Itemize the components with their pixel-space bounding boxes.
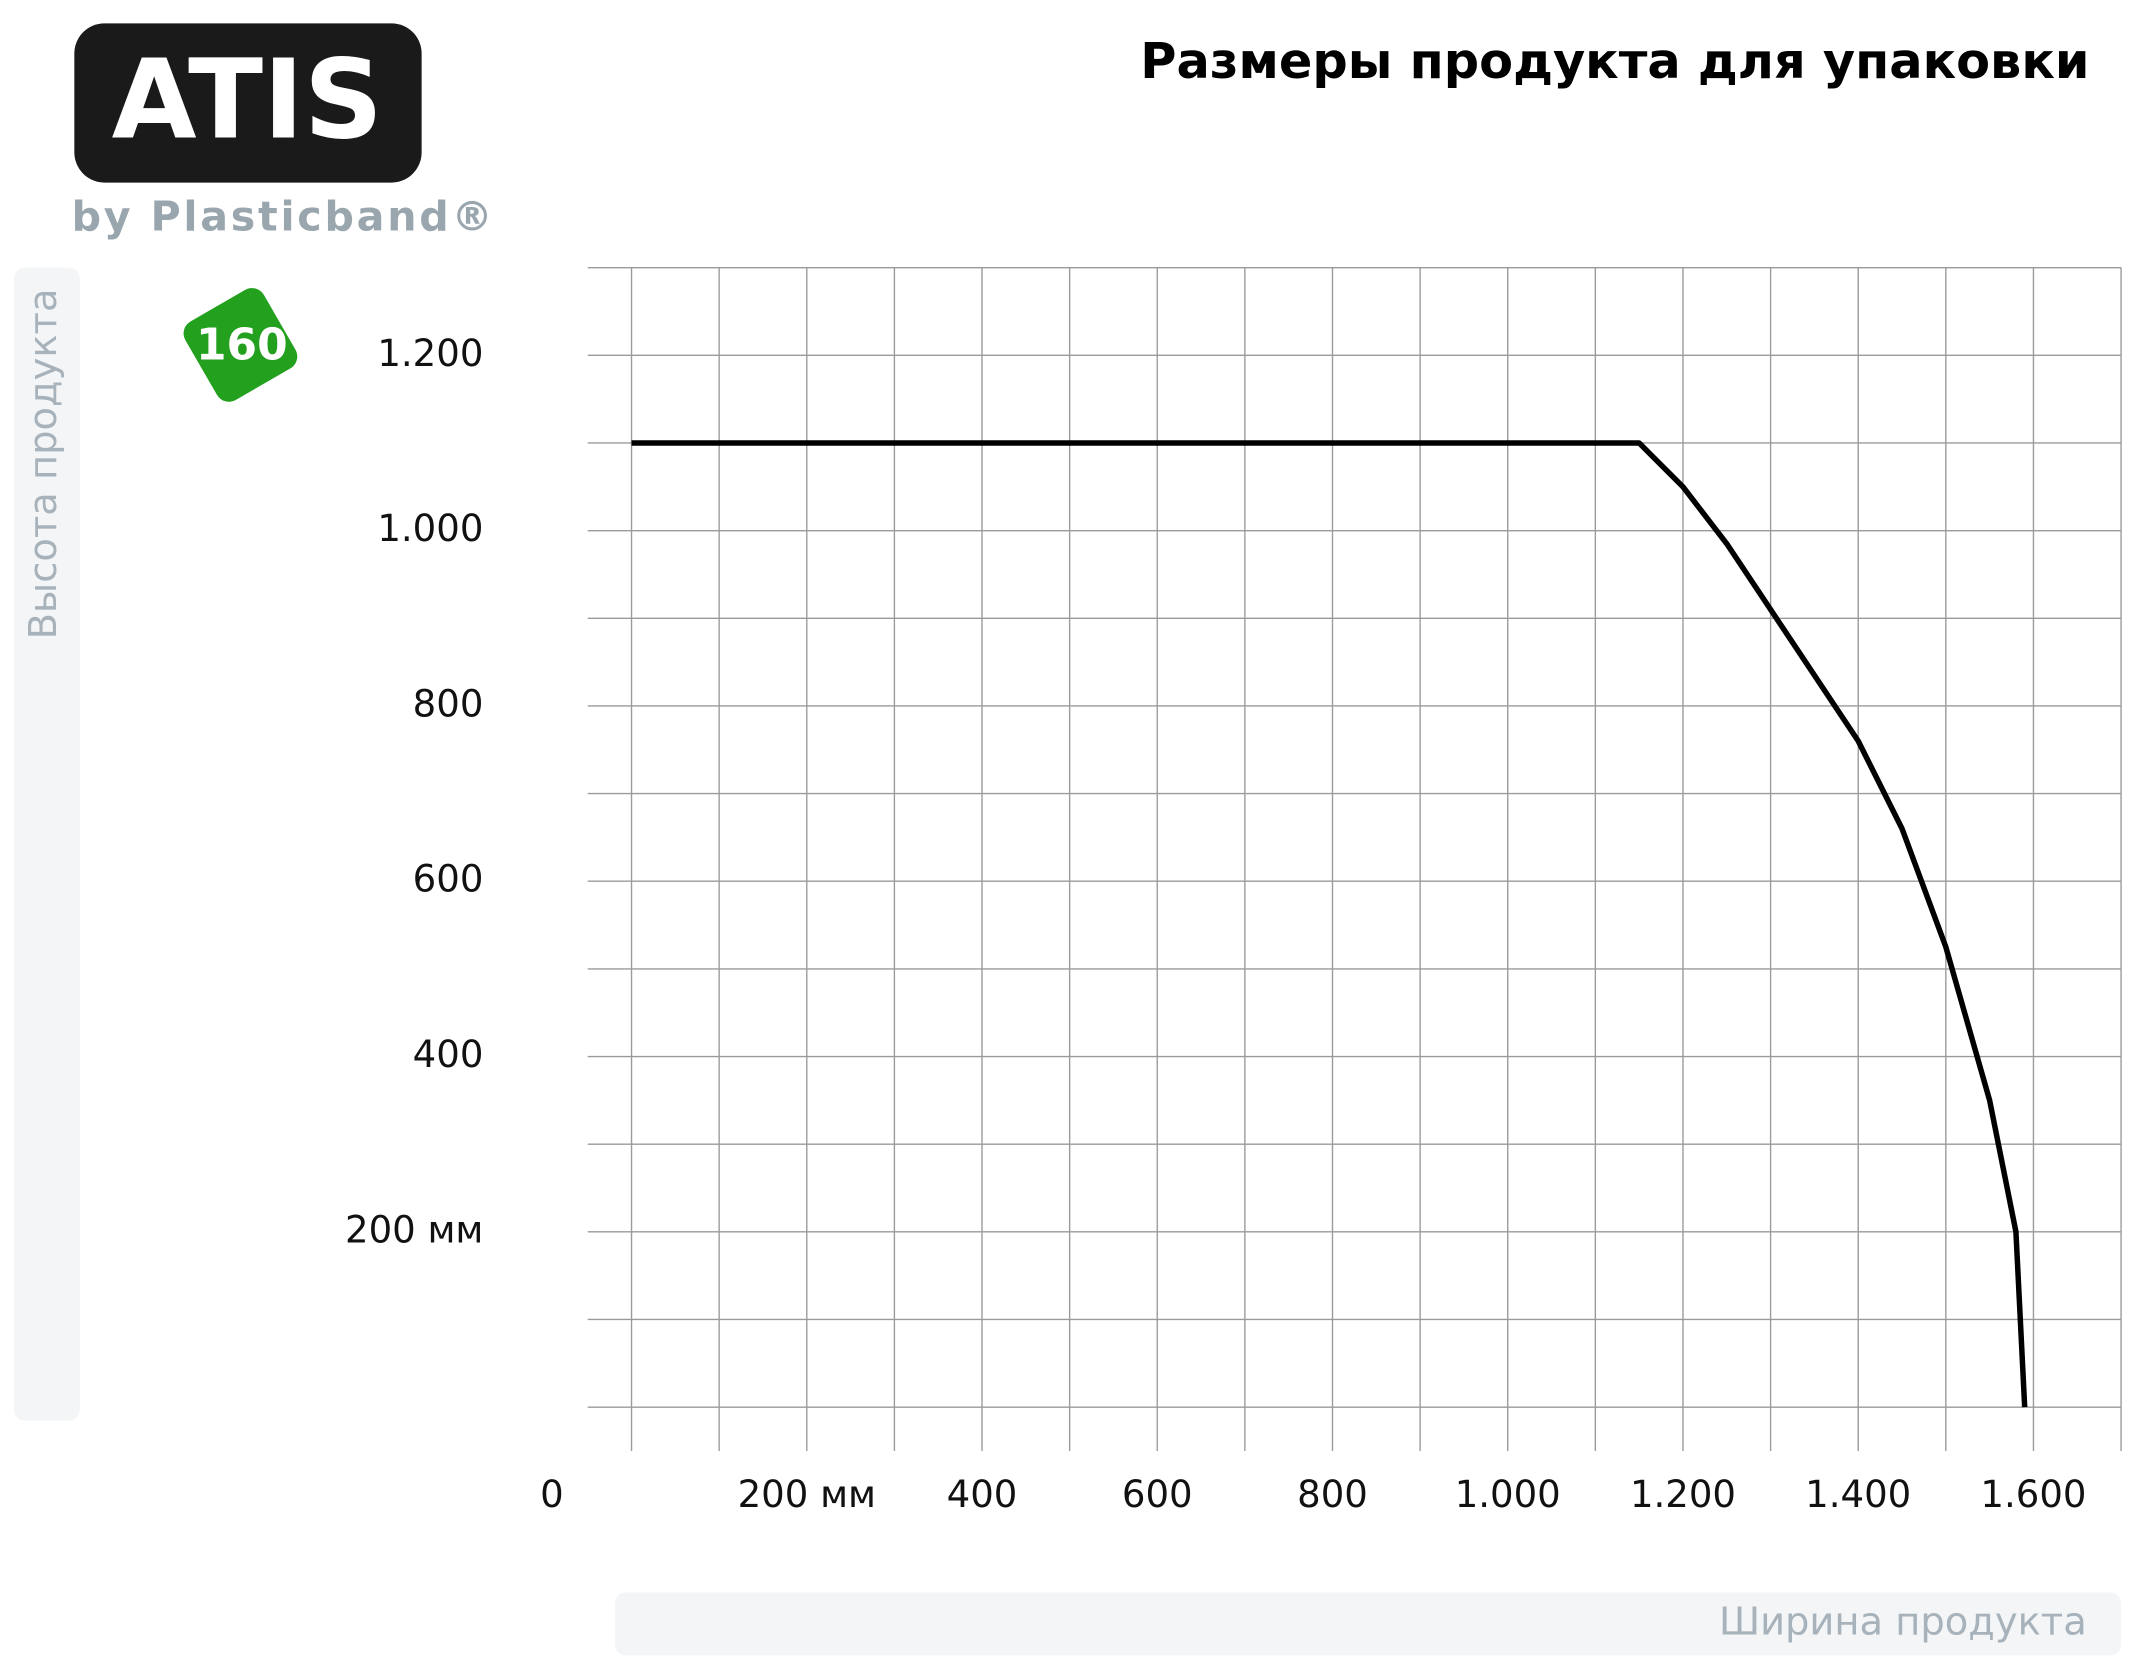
y-tick-label: 800 <box>413 682 484 725</box>
x-tick-label: 1.600 <box>1980 1473 2086 1516</box>
badge-label: 160 <box>196 319 288 370</box>
chart-title: Размеры продукта для упаковки <box>1140 32 2089 90</box>
y-axis-label: Высота продукта <box>21 289 66 640</box>
x-tick-label: 600 <box>1122 1473 1193 1516</box>
x-tick-label: 400 <box>947 1473 1018 1516</box>
x-tick-label: 1.400 <box>1805 1473 1911 1516</box>
logo-tagline: by Plasticband® <box>72 193 496 241</box>
y-tick-label: 1.200 <box>377 332 483 375</box>
y-label-bar <box>13 267 80 1421</box>
x-tick-label: 1.200 <box>1630 1473 1736 1516</box>
x-tick-label: 0 <box>540 1473 564 1516</box>
y-tick-label: 1.000 <box>377 507 483 550</box>
x-axis-label: Ширина продукта <box>1719 1599 2087 1644</box>
line <box>631 440 2028 1408</box>
x-tick-label: 1.000 <box>1455 1473 1561 1516</box>
badge-shape <box>183 288 298 402</box>
y-tick-label: 400 <box>413 1033 484 1076</box>
x-tick-label: 800 <box>1297 1473 1368 1516</box>
logo-brand: ATIS <box>112 35 383 163</box>
y-tick-label: 600 <box>413 858 484 901</box>
logo-box <box>74 23 422 183</box>
y-tick-label: 200 мм <box>345 1208 483 1251</box>
x-label-bar <box>615 1592 2122 1656</box>
x-tick-label: 200 мм <box>738 1473 876 1516</box>
